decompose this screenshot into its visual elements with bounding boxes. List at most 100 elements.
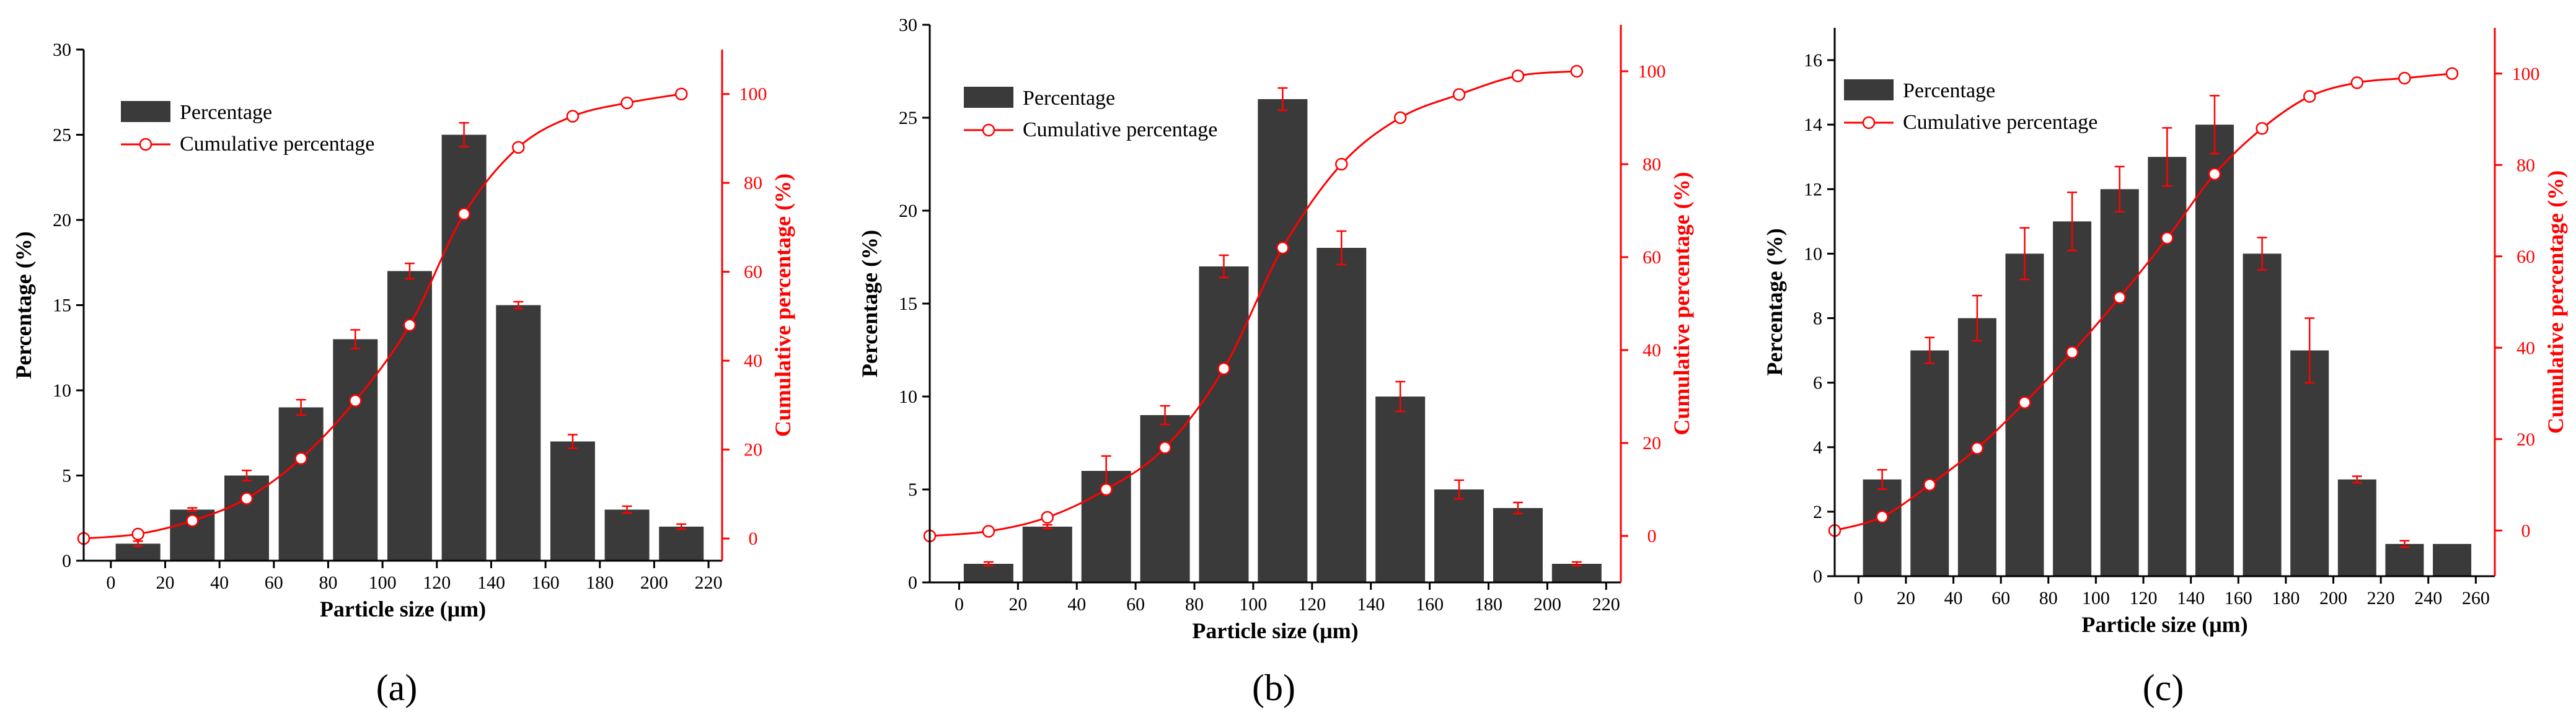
y-tick-label: 30	[53, 40, 71, 60]
y2-tick-label: 0	[2521, 520, 2531, 541]
percentage-bar	[659, 527, 704, 561]
percentage-bar	[2195, 125, 2234, 577]
y2-tick-label: 60	[744, 262, 762, 283]
cumulative-point	[2113, 291, 2126, 304]
y2-tick-label: 100	[2512, 64, 2540, 84]
y-tick-label: 25	[53, 125, 71, 146]
y2-axis-title: Cumulative percentage (%)	[770, 173, 795, 437]
cumulative-point	[186, 514, 199, 527]
cumulative-point	[1511, 69, 1525, 82]
percentage-bar	[1910, 350, 1949, 576]
legend-bar-swatch	[1844, 79, 1894, 100]
percentage-bar	[550, 441, 595, 561]
y-tick-label: 5	[908, 480, 917, 500]
cumulative-point	[620, 96, 633, 110]
legend-marker-swatch	[139, 138, 152, 151]
cumulative-point	[1970, 442, 1984, 455]
x-tick-label: 260	[2462, 588, 2490, 608]
x-tick-label: 40	[1067, 594, 1086, 615]
x-tick-label: 160	[532, 572, 560, 593]
x-tick-label: 120	[2130, 588, 2158, 608]
chart-panel-b: 0 20 40 60 80 100 120 140 160 180 200 2200510152025…	[857, 15, 1694, 708]
percentage-bar	[441, 134, 487, 561]
percentage-bar	[604, 509, 650, 561]
y2-tick-label: 100	[1638, 61, 1666, 82]
percentage-bar	[1199, 266, 1249, 582]
x-tick-label: 80	[319, 572, 337, 593]
cumulative-point	[2445, 67, 2459, 80]
percentage-bar	[1493, 508, 1543, 582]
y-tick-label: 15	[53, 296, 71, 316]
x-tick-label: 120	[423, 572, 451, 593]
y-tick-label: 10	[53, 380, 71, 401]
y-tick-label: 16	[1804, 50, 1822, 71]
cumulative-point	[512, 141, 525, 154]
legend-label-percentage: Percentage	[1903, 79, 1995, 102]
y-tick-label: 20	[53, 210, 71, 230]
y2-axis-title: Cumulative percentage (%)	[2543, 170, 2568, 434]
cumulative-point	[1452, 88, 1466, 101]
cumulative-point	[675, 87, 688, 100]
y2-tick-label: 60	[1643, 247, 1661, 268]
y-tick-label: 30	[899, 15, 917, 35]
y2-tick-label: 20	[1643, 433, 1661, 454]
x-axis-title: Particle size (μm)	[1192, 618, 1358, 643]
x-tick-label: 220	[2367, 588, 2395, 608]
y-tick-label: 4	[1813, 437, 1822, 458]
x-tick-label: 220	[695, 572, 723, 593]
percentage-bar	[496, 305, 541, 561]
percentage-bar	[333, 339, 378, 561]
y-tick-label: 20	[899, 201, 917, 221]
percentage-bar	[2433, 543, 2472, 576]
cumulative-point	[131, 527, 144, 541]
percentage-bar	[2148, 157, 2187, 576]
legend-label-percentage: Percentage	[1023, 87, 1115, 110]
legend-label-cumulative: Cumulative percentage	[1023, 118, 1217, 141]
cumulative-point	[1217, 362, 1230, 375]
x-axis-title: Particle size (μm)	[320, 597, 486, 621]
x-tick-label: 220	[1592, 594, 1620, 615]
y2-tick-label: 80	[1643, 154, 1661, 175]
percentage-bar	[2100, 189, 2139, 576]
y-tick-label: 6	[1813, 373, 1822, 393]
percentage-bar	[1434, 489, 1484, 582]
x-axis-title: Particle size (μm)	[2081, 612, 2247, 637]
cumulative-point	[2208, 167, 2221, 181]
y-tick-label: 5	[62, 466, 71, 486]
y-axis-title: Percentage (%)	[11, 231, 36, 379]
panel-label: (a)	[376, 667, 418, 708]
cumulative-point	[2303, 90, 2316, 103]
percentage-bar	[1375, 397, 1426, 582]
cumulative-point	[2350, 76, 2364, 89]
y2-tick-label: 0	[749, 528, 758, 549]
percentage-bar	[963, 564, 1013, 582]
legend-marker-swatch	[982, 123, 995, 137]
y2-tick-label: 20	[2516, 429, 2535, 450]
cumulative-point	[1276, 241, 1289, 255]
x-tick-label: 240	[2414, 588, 2442, 608]
y-axis-title: Percentage (%)	[1762, 228, 1787, 375]
y2-tick-label: 40	[2516, 338, 2535, 358]
cumulative-point	[1158, 441, 1171, 454]
cumulative-point	[1876, 510, 1889, 524]
x-tick-label: 40	[1944, 588, 1963, 608]
percentage-bar	[387, 271, 432, 561]
cumulative-point	[2398, 71, 2411, 85]
x-tick-label: 100	[1239, 594, 1267, 615]
percentage-bar	[1140, 415, 1190, 582]
panel-label: (b)	[1252, 667, 1295, 708]
percentage-bar	[1258, 99, 1308, 582]
cumulative-point	[2161, 232, 2174, 245]
x-tick-label: 80	[2039, 588, 2058, 608]
y2-tick-label: 20	[744, 440, 762, 460]
y2-tick-label: 100	[739, 84, 767, 105]
y-tick-label: 10	[1804, 243, 1822, 264]
cumulative-point	[403, 318, 417, 332]
x-tick-label: 0	[1854, 588, 1863, 608]
x-tick-label: 160	[1416, 594, 1444, 615]
percentage-bar	[1551, 564, 1602, 582]
legend-label-cumulative: Cumulative percentage	[180, 133, 374, 156]
cumulative-line	[1834, 72, 2453, 532]
legend-bar-swatch	[964, 87, 1013, 108]
y-tick-label: 2	[1813, 502, 1822, 522]
